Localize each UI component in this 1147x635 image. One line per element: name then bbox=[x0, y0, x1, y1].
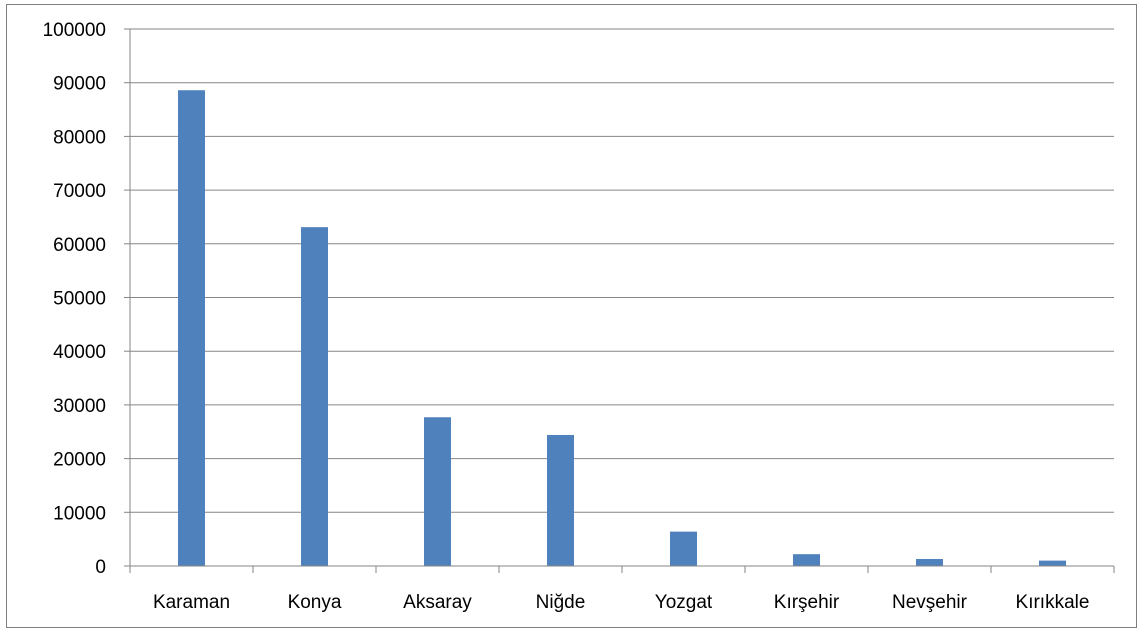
y-tick-label: 10000 bbox=[53, 503, 106, 524]
bar bbox=[547, 434, 574, 566]
axes bbox=[124, 28, 1115, 573]
bar bbox=[670, 531, 697, 566]
y-tick-label: 100000 bbox=[43, 20, 106, 41]
x-tick-label: Konya bbox=[288, 592, 342, 613]
x-tick-labels: Karaman Konya Aksaray Niğde Yozgat Kırşehir Ne… bbox=[153, 592, 1090, 613]
y-tick-label: 60000 bbox=[53, 235, 106, 256]
y-tick-label: 50000 bbox=[53, 289, 106, 310]
bar bbox=[424, 417, 451, 566]
x-tick-label: Kırıkkale bbox=[1016, 592, 1090, 613]
x-tick-label: Karaman bbox=[153, 592, 230, 613]
y-tick-label: 40000 bbox=[53, 342, 106, 363]
y-tick-label: 30000 bbox=[53, 396, 106, 417]
x-tick-label: Kırşehir bbox=[774, 592, 840, 613]
gridlines bbox=[130, 28, 1114, 513]
bar bbox=[1039, 560, 1066, 566]
y-tick-label: 80000 bbox=[53, 127, 106, 148]
y-tick-label: 20000 bbox=[53, 450, 106, 471]
x-tick-label: Nevşehir bbox=[892, 592, 968, 613]
x-tick-label: Niğde bbox=[536, 592, 586, 613]
bars bbox=[178, 90, 1066, 566]
y-tick-label: 70000 bbox=[53, 181, 106, 202]
x-tick-label: Yozgat bbox=[655, 592, 713, 613]
bar bbox=[178, 90, 205, 566]
y-tick-labels: 0 10000 20000 30000 40000 50000 60000 70000 8000… bbox=[43, 20, 106, 578]
y-tick-label: 0 bbox=[95, 557, 106, 578]
x-tick-label: Aksaray bbox=[403, 592, 472, 613]
bar bbox=[301, 227, 328, 566]
bar bbox=[916, 559, 943, 566]
bar bbox=[793, 554, 820, 566]
y-tick-label: 90000 bbox=[53, 74, 106, 95]
